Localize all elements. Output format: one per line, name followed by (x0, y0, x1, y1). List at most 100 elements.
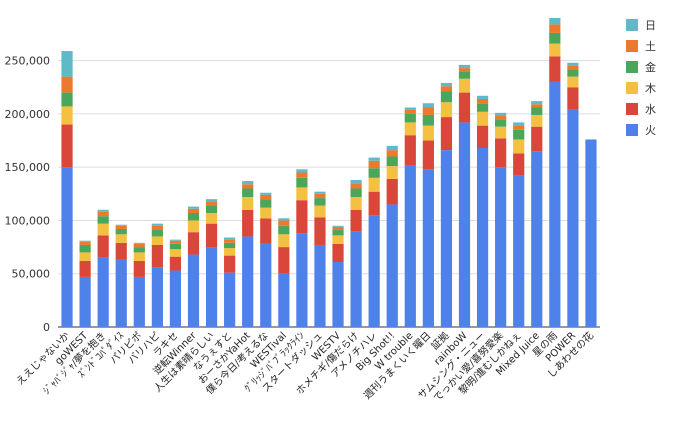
bar-segment (169, 239, 182, 241)
legend-label: 土 (645, 40, 656, 53)
bar-segment (422, 107, 434, 115)
legend-label: 火 (645, 124, 656, 137)
bar-segment (133, 247, 145, 253)
bar-segment (567, 65, 579, 70)
bar-segment (260, 243, 272, 327)
bar-segment (476, 103, 489, 112)
bar-segment (495, 119, 507, 127)
bar-segment (531, 126, 543, 152)
bar-segment (350, 197, 362, 210)
bar-segment (97, 223, 109, 236)
bar-segment (133, 252, 145, 261)
bar-segment (224, 248, 236, 256)
bar-segment (205, 199, 218, 202)
bar-segment (79, 260, 91, 277)
x-axis-ticks: ええじゃないかgoWESTｼﾞｬﾊﾞｼﾞｬ/夢を抱きｽﾞﾝﾄﾞｺﾊﾟﾀﾞｲｽパリ… (14, 328, 596, 404)
bar-segment (296, 177, 308, 188)
bar-segment (495, 112, 507, 117)
bar-segment (151, 236, 163, 245)
bar-segment (97, 235, 109, 258)
bar-segment (61, 92, 73, 107)
bar-segment (97, 209, 109, 212)
bar-segment (404, 113, 416, 123)
bar-segment (531, 151, 543, 327)
y-axis-ticks: 0 50,000 100,000 150,000 200,000 250,000 (5, 55, 51, 334)
bar-segment (368, 177, 380, 192)
bar-segment (332, 226, 344, 231)
bar-segment (314, 193, 326, 199)
bar-segment (79, 252, 91, 261)
bar-segment (458, 71, 471, 79)
y-tick-label: 200,000 (5, 108, 51, 121)
legend-swatch (626, 82, 638, 94)
bar-segment (549, 24, 561, 33)
bar-segment (314, 205, 326, 218)
bar-segment (133, 260, 145, 277)
bar-segment (296, 169, 308, 173)
bar-segment (97, 211, 109, 217)
bar-segment (567, 109, 579, 327)
bar-segment (187, 254, 200, 327)
bar-segment (260, 218, 272, 244)
bar-segment (115, 259, 127, 327)
bar-segment (314, 191, 326, 194)
legend-swatch (626, 124, 638, 136)
bar-segment (458, 64, 471, 69)
bar-segment (386, 166, 398, 179)
bar-segment (531, 114, 543, 127)
bar-segment (386, 150, 398, 157)
legend-label: 金 (645, 60, 656, 74)
bar-segment (61, 167, 73, 327)
bar-segment (115, 234, 127, 243)
bar-segment (350, 188, 362, 198)
bar-segment (440, 82, 453, 87)
bar-segment (205, 223, 218, 248)
bar-segment (242, 181, 254, 185)
bar-segment (513, 129, 525, 140)
bar-segment (567, 69, 579, 77)
bar-segment (278, 234, 290, 248)
bar-segment (422, 140, 434, 170)
y-tick-label: 150,000 (5, 161, 51, 174)
bar-segment (278, 220, 290, 226)
bar-segment (205, 205, 218, 213)
bar-segment (513, 139, 525, 154)
bar-segment (332, 225, 344, 227)
bar-segment (549, 43, 561, 57)
bar-segment (350, 183, 362, 189)
bar-segment (169, 249, 182, 257)
bar-segment (549, 81, 561, 328)
bar-segment (115, 225, 127, 229)
bar-segment (79, 276, 91, 327)
bar-segment (224, 242, 236, 249)
bar-segment (133, 242, 145, 244)
bar-segment (549, 32, 561, 44)
bar-segment (205, 247, 218, 327)
bar-segment (187, 212, 200, 221)
bar-segment (404, 165, 416, 327)
bar-segment (368, 215, 380, 327)
bar-segment (440, 86, 453, 92)
bar-segment (513, 122, 525, 126)
bar-segment (567, 87, 579, 110)
bar-segment (97, 257, 109, 327)
legend-swatch (626, 61, 638, 73)
bar-segment (242, 188, 254, 198)
bar-segment (549, 56, 561, 82)
legend-label: 日 (645, 19, 656, 32)
bar-segment (350, 179, 362, 184)
bar-segment (224, 272, 236, 327)
bar-segment (61, 106, 73, 125)
bar-segment (386, 178, 398, 205)
bar-segment (242, 184, 254, 189)
bar-segment (314, 198, 326, 206)
bar-segment (61, 124, 73, 168)
bar-segment (422, 114, 434, 126)
bar-segment (314, 217, 326, 245)
bar-segment (422, 169, 434, 327)
bar-segment (476, 125, 489, 148)
bar-segment (549, 18, 561, 25)
bar-segment (296, 200, 308, 234)
bar-segment (567, 62, 579, 66)
